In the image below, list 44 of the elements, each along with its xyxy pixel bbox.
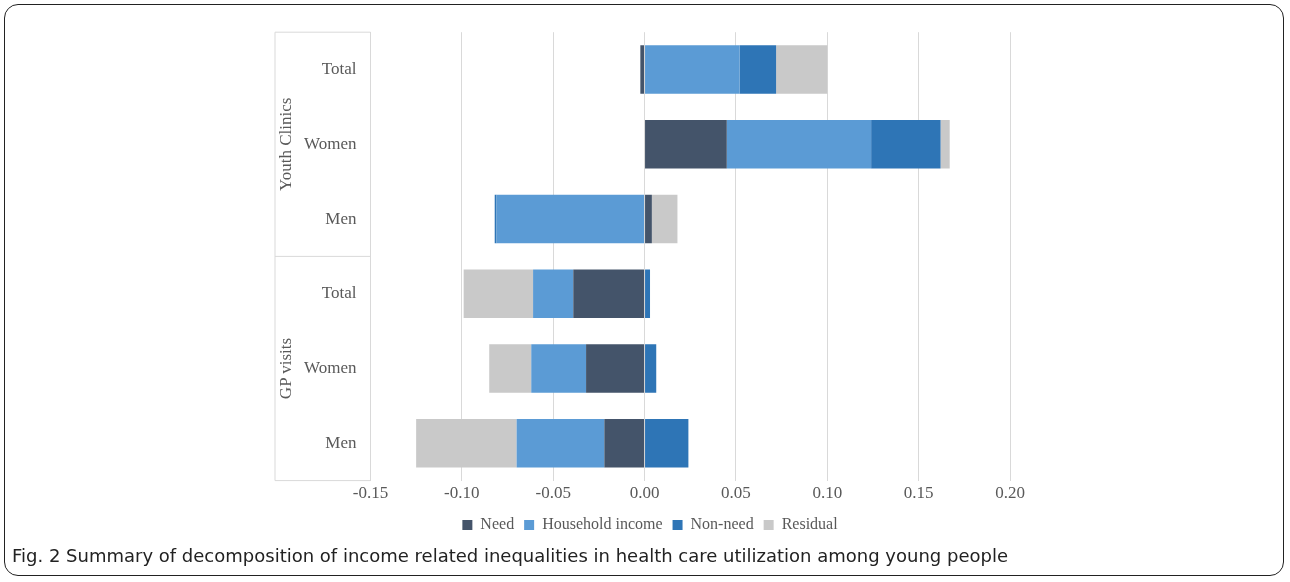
x-tick-label: 0.20 bbox=[995, 483, 1025, 503]
bar bbox=[940, 120, 950, 169]
x-tick-label: -0.15 bbox=[352, 483, 389, 503]
bar bbox=[516, 418, 605, 468]
y-tick-label: Men bbox=[325, 208, 357, 228]
x-tick-label: -0.10 bbox=[444, 483, 480, 503]
bar bbox=[531, 344, 587, 393]
text: Youth Clinics bbox=[276, 97, 296, 191]
bar bbox=[645, 120, 727, 169]
bar bbox=[586, 344, 645, 393]
bar bbox=[416, 418, 517, 468]
bar bbox=[645, 344, 657, 393]
x-tick-label: 0.05 bbox=[721, 483, 751, 503]
x-tick-label: 0.10 bbox=[812, 483, 843, 503]
bar bbox=[645, 45, 740, 94]
y-tick-label: Women bbox=[304, 357, 357, 377]
bar bbox=[645, 418, 689, 468]
bar bbox=[871, 120, 941, 169]
text: GP visits bbox=[276, 337, 296, 400]
bar bbox=[645, 269, 651, 319]
legend-label: Household income bbox=[542, 515, 663, 533]
bar bbox=[739, 45, 777, 94]
y-tick-label: Total bbox=[321, 59, 357, 79]
bar bbox=[776, 45, 828, 94]
legend-label: Residual bbox=[781, 515, 839, 533]
bar bbox=[533, 269, 574, 319]
x-tick-label: 0.00 bbox=[629, 483, 660, 503]
bar bbox=[726, 120, 872, 169]
bar bbox=[645, 194, 652, 244]
text: Fig. 2 Summary of decomposition of income related inequalities in health care utilization among young people bbox=[12, 545, 1009, 566]
bar bbox=[604, 418, 645, 468]
bar bbox=[463, 269, 534, 319]
x-tick-label: 0.15 bbox=[903, 483, 934, 503]
legend-label: Non-need bbox=[690, 515, 754, 533]
y-tick-label: Men bbox=[325, 432, 357, 452]
bar bbox=[651, 194, 678, 244]
bar bbox=[496, 194, 645, 244]
y-tick-label: Women bbox=[304, 133, 357, 153]
x-tick-label: -0.05 bbox=[535, 483, 571, 503]
bar bbox=[573, 269, 645, 319]
legend-label: Need bbox=[480, 515, 515, 533]
bar bbox=[489, 344, 532, 393]
bar bbox=[640, 45, 645, 94]
y-tick-label: Total bbox=[321, 283, 357, 303]
